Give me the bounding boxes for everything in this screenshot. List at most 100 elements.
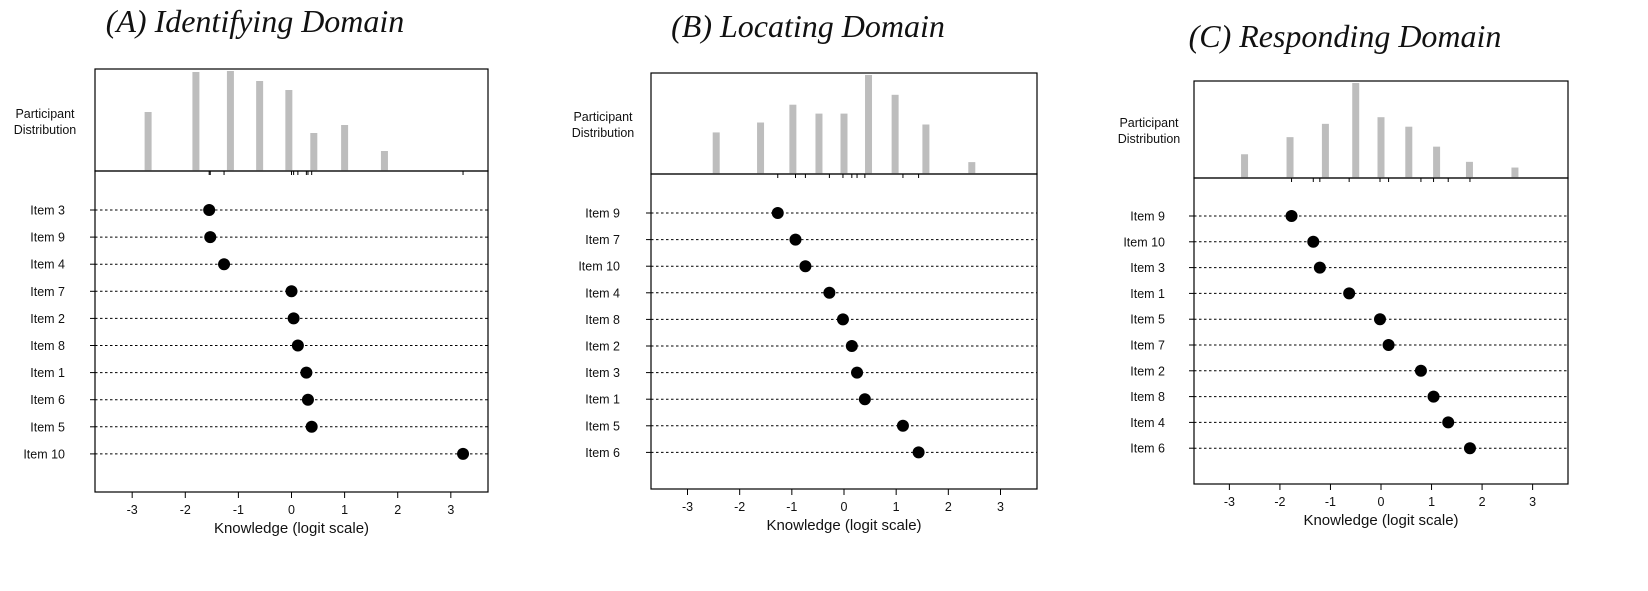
distribution-bar [712, 132, 720, 174]
distribution-bar [256, 81, 264, 171]
distribution-bar [1377, 117, 1385, 178]
item-point [851, 366, 864, 379]
x-tick-label: -2 [1274, 495, 1285, 509]
item-label: Item 3 [585, 366, 620, 380]
distribution-label-line2: Distribution [14, 123, 77, 137]
distribution-bar [226, 71, 234, 171]
x-tick-label: 2 [945, 500, 952, 514]
x-tick-label: 3 [447, 503, 454, 517]
item-point [836, 313, 849, 326]
item-label: Item 1 [585, 393, 620, 407]
distribution-bar [891, 94, 899, 174]
item-plot-frame [94, 170, 489, 493]
item-label: Item 3 [30, 204, 65, 218]
distribution-bar [310, 133, 318, 171]
x-tick-label: -1 [233, 503, 244, 517]
distribution-bar [285, 90, 293, 171]
distribution-bar [380, 151, 388, 171]
item-label: Item 3 [1130, 261, 1165, 275]
item-label: Item 9 [585, 207, 620, 221]
item-point [1463, 442, 1476, 455]
distribution-bar [1286, 137, 1294, 178]
distribution-bar [1465, 161, 1473, 178]
item-point [1343, 287, 1356, 300]
item-label: Item 6 [1130, 442, 1165, 456]
item-point [1427, 390, 1440, 403]
item-point [823, 286, 836, 299]
x-tick-label: 3 [997, 500, 1004, 514]
item-label: Item 2 [30, 312, 65, 326]
panel-title: (B) Locating Domain [671, 8, 945, 44]
x-tick-label: -3 [127, 503, 138, 517]
item-label: Item 4 [585, 286, 620, 300]
item-label: Item 8 [30, 339, 65, 353]
item-point [1307, 235, 1320, 248]
item-point [845, 340, 858, 352]
x-axis-label: Knowledge (logit scale) [766, 517, 921, 534]
item-label: Item 1 [30, 366, 65, 380]
item-point [287, 312, 300, 325]
x-tick-label: -3 [682, 500, 693, 514]
item-point [457, 447, 470, 460]
item-label: Item 5 [1130, 313, 1165, 327]
x-tick-label: 2 [1479, 495, 1486, 509]
item-point [799, 260, 812, 273]
distribution-bar [757, 122, 765, 174]
x-tick-label: 1 [341, 503, 348, 517]
item-label: Item 7 [1130, 339, 1165, 353]
x-tick-label: 3 [1529, 495, 1536, 509]
panel-c: (C) Responding Domain Participant Distribu… [1118, 18, 1569, 529]
panel-b: (B) Locating Domain Participant Distributi… [572, 8, 1038, 534]
item-point [204, 231, 217, 244]
distribution-bar [968, 162, 976, 174]
distribution-label-line1: Participant [1119, 116, 1179, 130]
distribution-label-line1: Participant [15, 107, 75, 121]
distribution-label-line1: Participant [573, 110, 633, 124]
item-point [305, 420, 318, 433]
item-label: Item 5 [30, 420, 65, 434]
distribution-bar [1511, 167, 1519, 178]
item-point [291, 339, 304, 352]
item-label: Item 2 [585, 340, 620, 354]
item-point [1313, 261, 1326, 274]
distribution-bar [922, 124, 930, 174]
x-tick-label: -1 [786, 500, 797, 514]
item-point [1373, 313, 1386, 326]
item-label: Item 4 [1130, 416, 1165, 430]
item-plot-frame [650, 173, 1038, 490]
item-point [1382, 339, 1395, 351]
item-point [789, 233, 802, 246]
x-axis-label: Knowledge (logit scale) [1303, 512, 1458, 529]
item-label: Item 8 [585, 313, 620, 327]
item-label: Item 10 [1123, 235, 1165, 249]
distribution-bar [865, 75, 873, 174]
distribution-bar [1241, 154, 1249, 178]
x-tick-label: -2 [180, 503, 191, 517]
item-label: Item 10 [578, 260, 620, 274]
distribution-label-line2: Distribution [1118, 132, 1181, 146]
item-label: Item 7 [30, 285, 65, 299]
item-label: Item 2 [1130, 364, 1165, 378]
item-point [858, 393, 871, 406]
distribution-bar [789, 104, 797, 174]
distribution-bar [341, 125, 349, 171]
item-label: Item 4 [30, 258, 65, 272]
distribution-bar [1433, 146, 1441, 178]
item-label: Item 8 [1130, 390, 1165, 404]
item-point [771, 207, 784, 219]
item-label: Item 1 [1130, 287, 1165, 301]
item-label: Item 10 [23, 447, 65, 461]
item-point [300, 366, 313, 379]
distribution-label-line2: Distribution [572, 126, 635, 140]
item-point [218, 258, 231, 271]
item-label: Item 6 [30, 393, 65, 407]
item-point [912, 446, 925, 459]
item-point [301, 393, 314, 406]
distribution-bar [1405, 126, 1413, 178]
item-label: Item 9 [1130, 210, 1165, 224]
x-axis-label: Knowledge (logit scale) [214, 520, 369, 537]
x-tick-label: 0 [1378, 495, 1385, 509]
distribution-bar [192, 72, 200, 171]
x-tick-label: 1 [893, 500, 900, 514]
